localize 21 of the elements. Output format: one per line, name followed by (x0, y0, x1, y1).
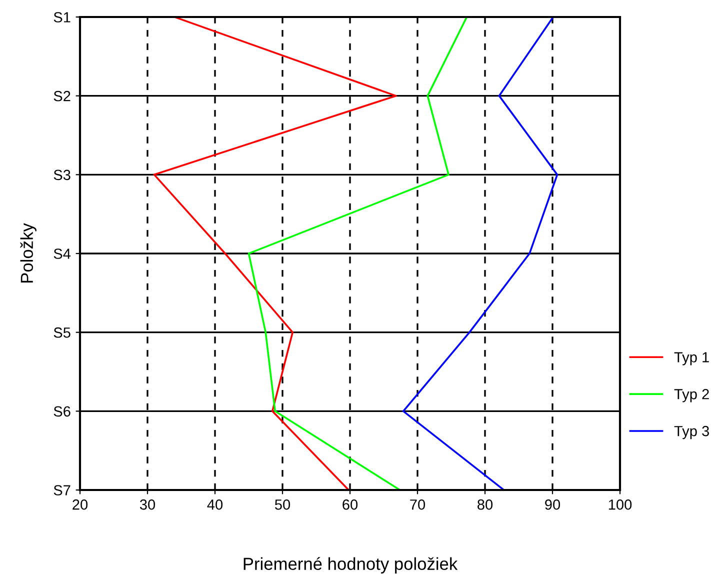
x-tick-label: 90 (545, 499, 560, 510)
x-tick-label: 50 (274, 499, 290, 510)
legend-label: Typ 1 (674, 352, 709, 366)
y-tick-label: S3 (54, 170, 70, 180)
y-tick-label: S4 (54, 248, 71, 259)
x-tick-label: 80 (478, 499, 493, 510)
y-tick-label: S6 (54, 406, 70, 417)
legend-label: Typ 3 (674, 426, 709, 440)
y-axis-title: Položky (20, 223, 36, 282)
x-tick-label: 60 (342, 499, 358, 510)
x-tick-label: 30 (140, 499, 156, 510)
x-axis-title: Priemerné hodnoty položiek (244, 557, 458, 574)
x-tick-label: 20 (72, 499, 88, 510)
legend-label: Typ 2 (674, 388, 709, 402)
y-tick-label: S1 (54, 12, 70, 22)
y-tick-label: S2 (54, 90, 70, 102)
x-tick-label: 40 (207, 499, 223, 510)
y-tick-label: S5 (54, 327, 70, 338)
y-tick-label: S7 (54, 485, 70, 496)
x-tick-label: 70 (410, 499, 426, 510)
x-tick-label: 100 (608, 499, 632, 510)
